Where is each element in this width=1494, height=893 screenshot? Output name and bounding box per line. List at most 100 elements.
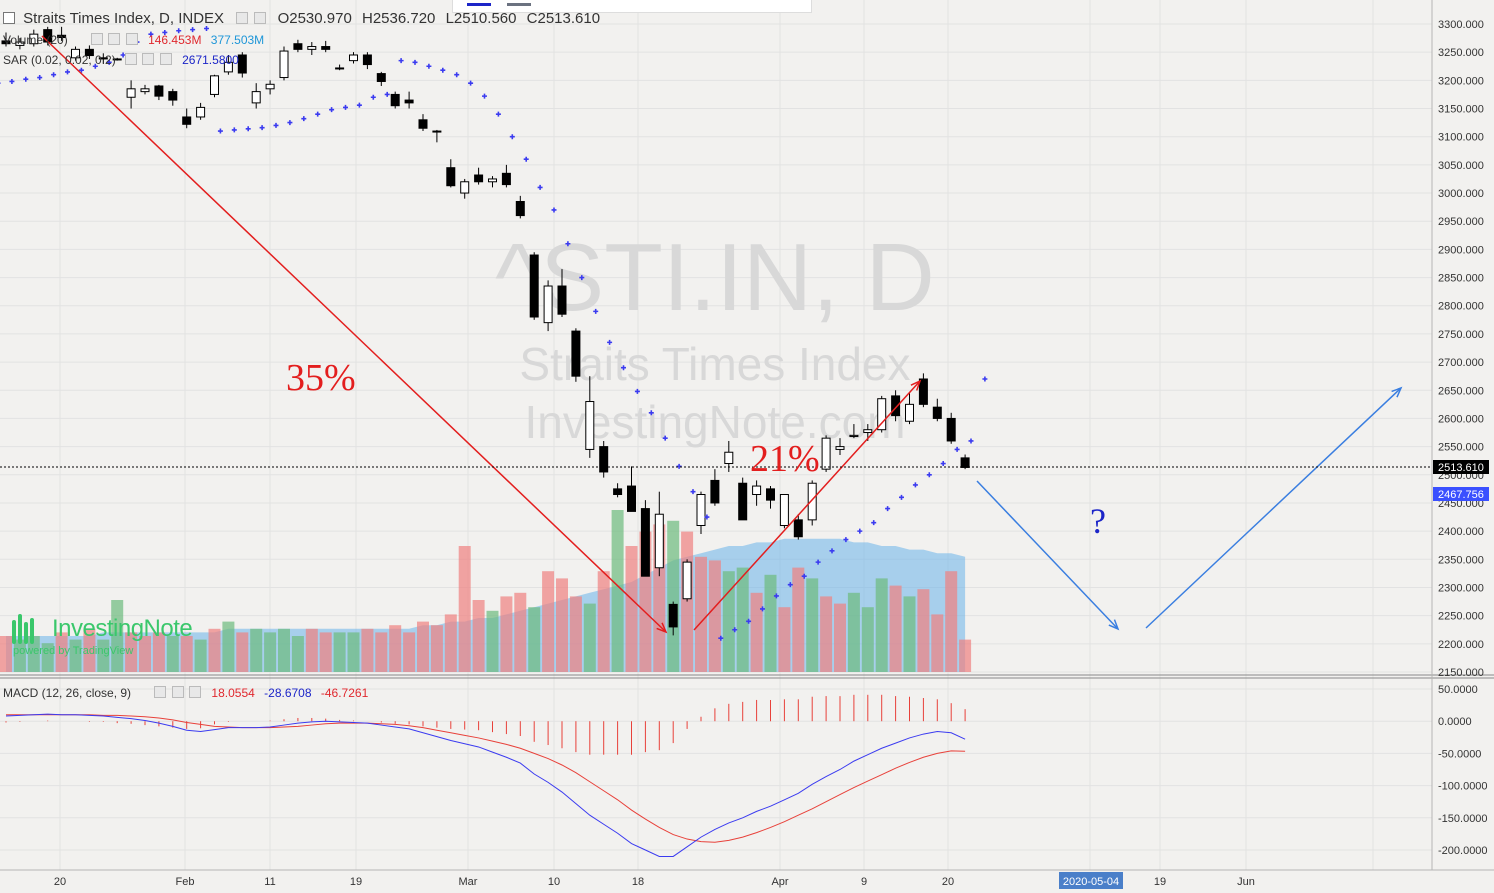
price-tick-label: 2800.000 (1438, 301, 1484, 313)
collapse-icon[interactable] (3, 12, 15, 24)
sar-point (426, 63, 432, 69)
volume-bar (389, 625, 402, 672)
time-tick-label: Mar (459, 876, 478, 888)
time-tick-label: Jun (1237, 876, 1255, 888)
candle-body (57, 34, 67, 39)
sar-point (579, 275, 585, 281)
close-icon[interactable] (159, 53, 172, 65)
price-tick-label: 2200.000 (1438, 639, 1484, 651)
volume-bar (458, 546, 471, 672)
sar-point (78, 67, 84, 73)
price-tick-label: 2300.000 (1438, 582, 1484, 594)
volume-bar (583, 603, 596, 672)
settings-icon[interactable] (171, 686, 184, 698)
macd-pane (5, 694, 966, 857)
volume-bar (222, 621, 235, 672)
logo-mark-icon (12, 614, 34, 644)
close-icon[interactable] (125, 33, 138, 45)
candle-body (446, 167, 456, 187)
powered-by-text: powered by TradingView (13, 645, 134, 657)
price-tick-label: 3050.000 (1438, 160, 1484, 172)
volume-bar (417, 621, 429, 672)
price-tick-label: 3000.000 (1438, 188, 1484, 200)
volume-bar (333, 632, 346, 672)
volume-bar (959, 639, 972, 672)
candle-body (168, 91, 178, 101)
candle-body (960, 457, 970, 468)
volume-bar (278, 628, 290, 672)
candle-body (196, 106, 206, 118)
time-tick-label: 9 (861, 876, 867, 888)
price-tick-label: 2350.000 (1438, 554, 1484, 566)
logo-text: InvestingNote (52, 615, 193, 642)
macd-tick-label: -50.0000 (1438, 748, 1481, 760)
sar-point (704, 514, 710, 520)
forecast-down-arrow-head (1108, 619, 1120, 631)
eye-icon[interactable] (154, 686, 167, 698)
candle-body (84, 48, 94, 57)
sar-point (732, 627, 738, 633)
volume-bar (486, 610, 499, 672)
sar-point (773, 593, 779, 599)
candle-body (696, 494, 706, 526)
volume-bar (166, 636, 179, 672)
volume-bar (847, 592, 860, 672)
macd-signal-value: -46.7261 (320, 686, 369, 700)
volume-bar (625, 546, 638, 672)
sar-point (482, 93, 487, 99)
sar-point (523, 156, 529, 162)
candle-body (223, 61, 233, 73)
settings-icon[interactable] (108, 33, 121, 45)
eye-icon[interactable] (91, 33, 104, 45)
drawing-toolbar[interactable] (452, 0, 812, 13)
volume-bar (264, 632, 277, 672)
volume-bar (597, 571, 610, 672)
sar-point (899, 494, 904, 500)
candle-body (738, 482, 748, 521)
sar-point (120, 52, 126, 58)
sar-point (537, 184, 543, 190)
volume-bar (180, 636, 193, 672)
settings-icon[interactable] (254, 12, 267, 24)
eye-icon[interactable] (125, 53, 138, 65)
volume-label: Volume (20) (3, 33, 68, 47)
sar-point (634, 388, 640, 394)
price-tick-label: 2600.000 (1438, 413, 1484, 425)
macd-hist-value: 18.0554 (211, 686, 255, 700)
candle-body (877, 398, 887, 431)
price-tick-label: 2250.000 (1438, 611, 1484, 623)
sar-point (454, 72, 460, 78)
volume-bar (403, 632, 416, 672)
volume-bar (861, 607, 874, 672)
volume-bar (931, 614, 944, 672)
settings-icon[interactable] (142, 53, 155, 65)
drop-percent-label: 35% (286, 357, 356, 399)
sar-point (148, 31, 154, 37)
volume-bar (736, 567, 749, 672)
volume-bar (792, 567, 805, 672)
volume-bar (917, 589, 930, 672)
eye-icon[interactable] (236, 12, 249, 24)
volume-bar (556, 578, 568, 672)
sar-point (565, 241, 571, 247)
volume-bar (319, 632, 332, 672)
watermark: ^STI.IN, D Straits Times Index Investing… (495, 224, 935, 448)
volume-bar (875, 578, 888, 672)
volume-bar (500, 596, 513, 672)
candle-body (432, 130, 442, 133)
candle-body (724, 451, 734, 465)
sar-point (370, 94, 376, 100)
candle-body (682, 561, 692, 600)
time-tick-label: 20 (54, 876, 66, 888)
candle-body (71, 48, 80, 59)
volume-bar (250, 628, 263, 672)
date-highlight-tag (1059, 872, 1123, 889)
candle-body (1, 40, 11, 45)
close-icon[interactable] (189, 686, 202, 698)
sar-point (287, 120, 293, 126)
candle-body (321, 46, 331, 50)
toolbar-color-swatch[interactable] (467, 3, 491, 6)
volume-ma-value: 377.503M (210, 33, 265, 47)
toolbar-line-swatch[interactable] (507, 3, 531, 6)
